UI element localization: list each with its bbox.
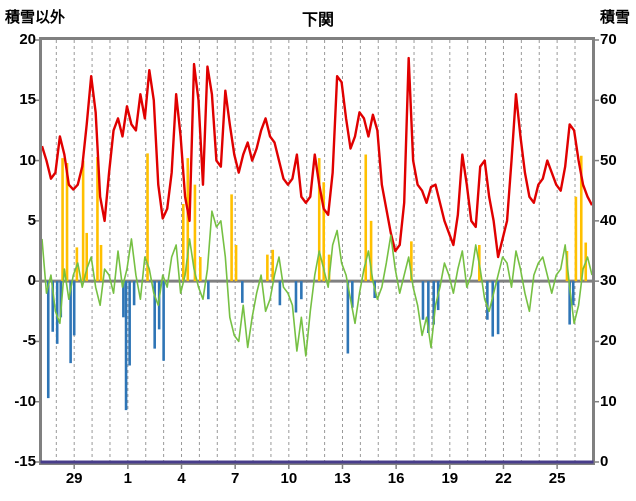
right-axis-tick-label: 40 xyxy=(600,211,617,229)
x-axis-tick-label: 16 xyxy=(387,470,405,487)
right-axis-tick-label: 30 xyxy=(600,272,617,290)
left-axis-title: 積雪以外 xyxy=(5,9,66,26)
x-axis-tick-label: 4 xyxy=(177,470,186,487)
left-axis-tick-label: -5 xyxy=(22,332,36,350)
left-axis-tick-label: -15 xyxy=(14,453,36,470)
left-axis-tick-label: 0 xyxy=(27,272,36,290)
x-axis-tick-label: 7 xyxy=(230,470,240,487)
left-axis-tick-label: 5 xyxy=(27,211,36,229)
left-axis-tick-label: 20 xyxy=(19,31,36,48)
left-axis-tick-label: 10 xyxy=(19,151,36,169)
left-axis-tick-label: -10 xyxy=(14,392,36,410)
right-axis-tick-label: 50 xyxy=(600,151,617,169)
x-axis-tick-label: 1 xyxy=(123,470,133,487)
right-axis-tick-label: 70 xyxy=(600,31,617,48)
red-line xyxy=(40,56,594,259)
right-axis-tick-label: 0 xyxy=(600,453,609,470)
chart-title: 下関 xyxy=(301,12,334,29)
right-axis-title: 積雪 xyxy=(599,9,630,26)
plot-frame xyxy=(39,37,595,465)
green-line xyxy=(41,210,593,357)
x-axis-tick-label: 19 xyxy=(441,470,459,487)
x-axis-tick-label: 13 xyxy=(334,470,351,487)
right-axis-tick-label: 20 xyxy=(600,332,617,350)
x-axis-tick-label: 29 xyxy=(65,470,83,487)
x-axis-tick-label: 10 xyxy=(280,470,298,487)
x-axis-tick-label: 22 xyxy=(495,470,512,487)
x-axis-tick-label: 25 xyxy=(548,470,566,487)
right-axis-tick-label: 60 xyxy=(600,91,617,109)
left-axis-tick-label: 15 xyxy=(19,91,36,109)
right-axis-tick-label: 10 xyxy=(600,392,617,410)
